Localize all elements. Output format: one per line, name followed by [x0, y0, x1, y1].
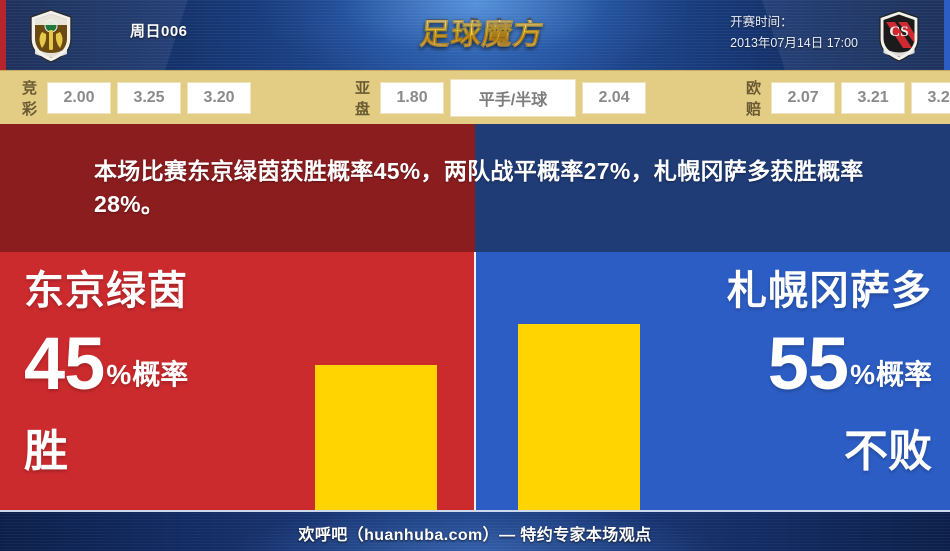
match-number: 周日006 — [130, 23, 188, 40]
home-probability: 45 % 概率 — [24, 322, 189, 405]
home-probability-word: 概率 — [132, 358, 189, 390]
consadole-sapporo-crest-icon: CS — [870, 8, 928, 64]
odds-cell[interactable]: 2.07 — [771, 82, 836, 114]
odds-cell[interactable]: 3.26 — [911, 82, 950, 114]
odds-cell-handicap[interactable]: 平手/半球 — [450, 79, 577, 117]
kickoff-label: 开赛时间： — [730, 15, 793, 29]
odds-cell[interactable]: 3.25 — [117, 82, 182, 114]
odds-cell[interactable]: 3.21 — [841, 82, 906, 114]
away-probability: 55 % 概率 — [767, 322, 932, 405]
home-verdict: 胜 — [24, 427, 68, 476]
away-verdict: 不败 — [844, 427, 932, 476]
header-bar: 周日006 足球魔方 开赛时间： 2013年07月14日 17:00 CS — [0, 0, 950, 70]
site-logo-text: 足球魔方 — [418, 18, 546, 52]
home-team-name: 东京绿茵 — [24, 269, 188, 313]
odds-group-label: 竞彩 — [22, 80, 38, 118]
away-team-name: 札幌冈萨多 — [727, 269, 932, 313]
odds-group-label: 亚盘 — [355, 80, 371, 118]
headline-band-right — [475, 124, 950, 252]
odds-bar: 竞彩 2.00 3.25 3.20 亚盘 1.80 平手/半球 2.04 欧赔 … — [0, 70, 950, 126]
odds-cell[interactable]: 2.00 — [47, 82, 112, 114]
header-edge-blue — [944, 0, 950, 70]
panel-divider — [474, 252, 476, 510]
odds-cell[interactable]: 3.20 — [187, 82, 252, 114]
odds-group-yapan: 亚盘 1.80 平手/半球 2.04 — [355, 77, 647, 119]
headline-band — [0, 124, 950, 252]
odds-group-label: 欧赔 — [746, 80, 762, 118]
header-edge-red — [0, 0, 6, 70]
away-probability-number: 55 — [767, 322, 849, 405]
svg-text:CS: CS — [889, 24, 908, 40]
home-percent-symbol: % — [106, 358, 132, 390]
odds-cell[interactable]: 2.04 — [582, 82, 647, 114]
tokyo-verdy-crest-icon — [22, 8, 80, 64]
footer-bar: 欢呼吧（huanhuba.com）— 特约专家本场观点 — [0, 510, 950, 551]
site-logo[interactable]: 足球魔方 — [412, 14, 552, 56]
away-probability-word: 概率 — [875, 358, 932, 390]
home-probability-number: 45 — [24, 322, 105, 405]
away-percent-symbol: % — [850, 358, 875, 390]
headline-text: 本场比赛东京绿茵获胜概率45%，两队战平概率27%，札幌冈萨多获胜概率28%。 — [94, 158, 864, 218]
footer-text: 欢呼吧（huanhuba.com）— 特约专家本场观点 — [298, 526, 652, 544]
headline-band-left — [0, 124, 475, 252]
odds-cell[interactable]: 1.80 — [380, 82, 445, 114]
odds-group-oupei: 欧赔 2.07 3.21 3.26 — [746, 77, 950, 119]
kickoff-info: 开赛时间： 2013年07月14日 17:00 — [730, 12, 858, 53]
kickoff-value: 2013年07月14日 17:00 — [730, 35, 858, 50]
odds-group-jingcai: 竞彩 2.00 3.25 3.20 — [22, 77, 252, 119]
